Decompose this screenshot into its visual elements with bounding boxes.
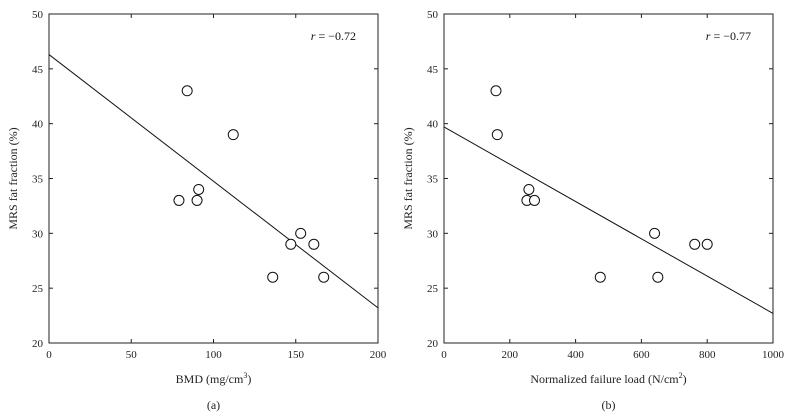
correlation-label: r = −0.77 (706, 29, 751, 43)
y-tick-label: 25 (427, 283, 439, 295)
y-axis-label: MRS fat fraction (%) (401, 127, 415, 229)
panel-label: (a) (207, 398, 220, 412)
y-tick-label: 30 (427, 228, 439, 240)
y-tick-label: 35 (32, 174, 44, 186)
x-tick-label: 200 (502, 349, 519, 361)
x-tick-label: 200 (370, 349, 387, 361)
data-point (295, 227, 307, 239)
data-point (318, 271, 330, 283)
x-tick-label: 1000 (762, 349, 785, 361)
x-tick-label: 50 (126, 349, 138, 361)
y-tick-label: 45 (32, 64, 44, 76)
panel-a: 0 50 100 150 200 20 25 30 35 40 45 50 r = −0.72 BMD (… (6, 9, 387, 412)
y-tick-label: 35 (427, 174, 439, 186)
data-point (649, 227, 661, 239)
x-tick-label: 0 (441, 349, 447, 361)
y-tick-label: 45 (427, 64, 439, 76)
data-point (181, 85, 193, 97)
y-tick-label: 40 (32, 119, 44, 131)
y-tick-label: 50 (427, 9, 439, 21)
data-point (191, 194, 203, 206)
data-point (523, 183, 535, 195)
y-tick-label: 25 (32, 283, 44, 295)
data-point (491, 129, 503, 141)
x-tick-label: 600 (633, 349, 650, 361)
y-axis-label: MRS fat fraction (%) (6, 127, 20, 229)
x-tick-label: 800 (699, 349, 716, 361)
plot-frame (48, 13, 379, 344)
x-axis-label: BMD (mg/cm3) (176, 371, 252, 386)
regression-line (443, 126, 774, 314)
y-tick-label: 20 (427, 338, 439, 350)
data-point (594, 271, 606, 283)
x-tick-label: 150 (288, 349, 305, 361)
correlation-label: r = −0.72 (311, 29, 356, 43)
data-point (652, 271, 664, 283)
y-tick-label: 40 (427, 119, 439, 131)
data-point (193, 183, 205, 195)
x-tick-label: 0 (46, 349, 52, 361)
data-point (308, 238, 320, 250)
data-point (173, 194, 185, 206)
y-tick-label: 30 (32, 228, 44, 240)
data-point (267, 271, 279, 283)
data-point (689, 238, 701, 250)
plot-frame (443, 13, 774, 344)
y-tick-label: 50 (32, 9, 44, 21)
panel-b: 0 200 400 600 800 1000 20 25 30 35 40 45 50 r = −0.77… (401, 9, 785, 412)
data-point (490, 85, 502, 97)
x-axis-label: Normalized failure load (N/cm2) (530, 371, 686, 386)
regression-line (48, 54, 379, 309)
data-point (227, 129, 239, 141)
x-tick-label: 100 (205, 349, 222, 361)
panel-label: (b) (602, 398, 616, 412)
x-tick-label: 400 (567, 349, 584, 361)
data-point (701, 238, 713, 250)
data-point (528, 194, 540, 206)
y-tick-label: 20 (32, 338, 44, 350)
data-point (285, 238, 297, 250)
